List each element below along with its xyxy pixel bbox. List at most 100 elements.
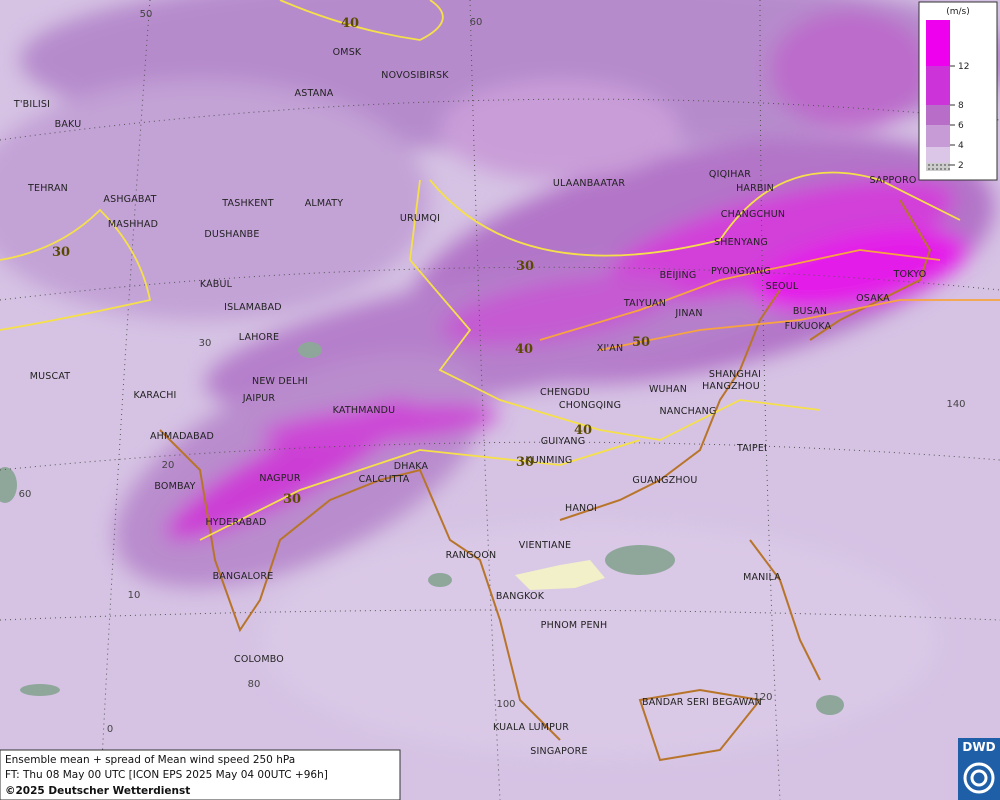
city-label: KUNMING	[526, 455, 573, 466]
city-label: T'BILISI	[13, 99, 50, 110]
city-label: FUKUOKA	[785, 321, 832, 332]
city-label: ASTANA	[295, 88, 334, 99]
city-label: TASHKENT	[221, 198, 273, 209]
water-bodies	[0, 342, 844, 715]
city-label: URUMQI	[400, 213, 440, 224]
city-label: KUALA LUMPUR	[493, 722, 569, 733]
city-label: HANOI	[565, 503, 597, 514]
city-label: OMSK	[333, 47, 362, 58]
city-label: MUSCAT	[30, 371, 71, 382]
legend-swatch	[926, 105, 950, 125]
legend-label: 8	[958, 101, 964, 111]
city-label: OSAKA	[856, 293, 890, 304]
logo-text: DWD	[962, 740, 995, 754]
city-label: SHANGHAI	[709, 369, 761, 380]
city-label: SHENYANG	[714, 237, 768, 248]
city-label: ISLAMABAD	[224, 302, 282, 313]
city-label: DUSHANBE	[204, 229, 259, 240]
city-label: COLOMBO	[234, 654, 284, 665]
contour-label: 30	[516, 455, 534, 470]
graticule-label: 140	[946, 399, 965, 410]
legend: (m/s) 12 8 6 4 2	[918, 1, 998, 181]
logo-box	[958, 738, 1000, 800]
footer-line: ©2025 Deutscher Wetterdienst	[5, 785, 190, 797]
logo-swirl	[970, 769, 988, 787]
city-label: XI'AN	[597, 343, 624, 354]
city-label: BANGKOK	[496, 591, 545, 602]
city-label: LAHORE	[239, 332, 279, 343]
legend-swatch	[926, 163, 950, 171]
city-label: NEW DELHI	[252, 376, 308, 387]
legend-label: 2	[958, 161, 964, 171]
legend-swatch	[926, 147, 950, 163]
city-label: TAIYUAN	[623, 298, 666, 309]
city-label: HANGZHOU	[702, 381, 760, 392]
city-label: MASHHAD	[108, 219, 158, 230]
city-label: GUANGZHOU	[632, 475, 697, 486]
city-label: NANCHANG	[659, 406, 716, 417]
legend-label: 6	[958, 121, 964, 131]
city-label: NOVOSIBIRSK	[381, 70, 449, 81]
city-label: SINGAPORE	[530, 746, 587, 757]
footer-box	[0, 749, 401, 800]
dwd-logo: DWD	[958, 738, 1000, 800]
contour-label: 40	[515, 342, 533, 357]
city-label: QIQIHAR	[709, 169, 751, 180]
contour-label: 30	[516, 259, 534, 274]
city-label: MANILA	[743, 572, 781, 583]
city-label: CHONGQING	[559, 400, 621, 411]
city-label: AHMADABAD	[150, 431, 214, 442]
city-label: GUIYANG	[541, 436, 586, 447]
isotachs	[0, 0, 1000, 541]
graticule-label: 50	[140, 9, 153, 20]
graticule-label: 60	[470, 17, 483, 28]
footer-line: Ensemble mean + spread of Mean wind spee…	[5, 754, 295, 766]
city-label: ALMATY	[305, 198, 344, 209]
city-label: TOKYO	[893, 269, 927, 280]
city-label: PYONGYANG	[711, 266, 771, 277]
graticule-label: 60	[19, 489, 32, 500]
city-label: DHAKA	[394, 461, 429, 472]
logo-swirl	[963, 762, 995, 794]
city-label: SAPPORO	[869, 175, 916, 186]
graticule-label: 120	[753, 692, 772, 703]
city-label: CALCUTTA	[359, 474, 410, 485]
city-label: BOMBAY	[154, 481, 195, 492]
graticule-label: 0	[107, 724, 113, 735]
graticule-label: 20	[162, 460, 175, 471]
legend-unit: (m/s)	[946, 7, 970, 17]
coastlines	[159, 199, 932, 762]
city-label: BUSAN	[793, 306, 827, 317]
city-label: ULAANBAATAR	[553, 178, 625, 189]
city-label: PHNOM PENH	[541, 620, 608, 631]
city-label: KATHMANDU	[333, 405, 396, 416]
city-label: BANDAR SERI BEGAWAN	[642, 697, 762, 708]
labels: OMSK NOVOSIBIRSK ASTANA T'BILISI BAKU TEHRAN A…	[13, 9, 966, 757]
city-label: ASHGABAT	[103, 194, 156, 205]
city-label: BANGALORE	[213, 571, 274, 582]
city-label: BAKU	[55, 119, 82, 130]
city-label: HARBIN	[736, 183, 774, 194]
legend-swatch	[926, 66, 950, 105]
graticule-label: 100	[496, 699, 515, 710]
graticule-label: 80	[248, 679, 261, 690]
city-label: CHENGDU	[540, 387, 590, 398]
contour-label: 30	[52, 245, 70, 260]
contour-label: 40	[341, 16, 359, 31]
legend-label: 12	[958, 62, 969, 72]
footer-line: FT: Thu 08 May 00 UTC [ICON EPS 2025 May…	[5, 769, 328, 781]
contour-label: 30	[283, 492, 301, 507]
city-label: KABUL	[200, 279, 233, 290]
graticule-label: 30	[199, 338, 212, 349]
city-label: VIENTIANE	[519, 540, 571, 551]
calm-area	[515, 560, 605, 590]
city-label: CHANGCHUN	[721, 209, 785, 220]
city-label: SEOUL	[766, 281, 799, 292]
city-label: WUHAN	[649, 384, 687, 395]
city-label: BEIJING	[660, 270, 697, 281]
legend-label: 4	[958, 141, 964, 151]
graticule-label: 10	[128, 590, 141, 601]
legend-swatch	[926, 20, 950, 66]
